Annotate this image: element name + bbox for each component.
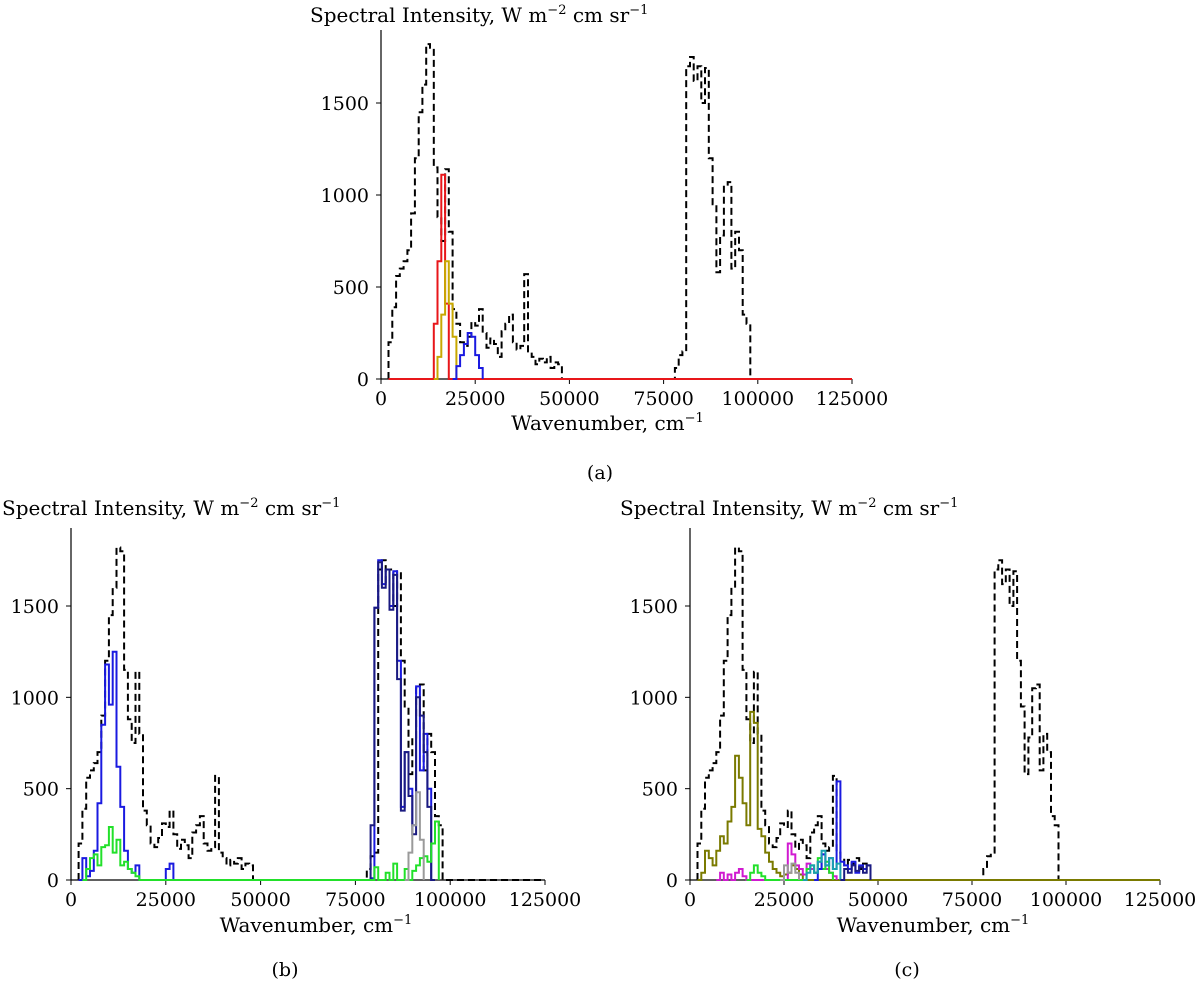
x-tick-label: 125000 <box>509 889 582 911</box>
series-olive-line <box>433 260 458 380</box>
x-tick-label: 0 <box>375 388 387 410</box>
chart-panel-a: 0 25000 50000 75000 100000 125000 0 500 1000 1500… <box>310 3 888 484</box>
x-tick-label: 50000 <box>230 889 290 911</box>
x-tick-label: 50000 <box>539 388 599 410</box>
series-green-line <box>82 820 440 881</box>
y-axis-label: Spectral Intensity, W m−2 cm sr−1 <box>310 3 648 27</box>
y-tick-label: 500 <box>642 779 678 801</box>
y-tick-label: 1500 <box>630 596 678 618</box>
x-tick-label: 100000 <box>1030 889 1103 911</box>
panel-caption: (c) <box>894 959 919 981</box>
series-gray-line <box>404 791 425 881</box>
series-total-line <box>696 546 1160 881</box>
y-tick-label: 0 <box>666 870 678 892</box>
x-tick-label: 25000 <box>136 889 196 911</box>
series-gray-line <box>780 862 800 881</box>
x-axis-label: Wavenumber, cm−1 <box>511 411 704 435</box>
y-axis-label: Spectral Intensity, W m−2 cm sr−1 <box>620 496 958 520</box>
x-axis-label: Wavenumber, cm−1 <box>837 913 1030 937</box>
y-axis-label: Spectral Intensity, W m−2 cm sr−1 <box>2 496 340 520</box>
y-tick-label: 0 <box>47 870 59 892</box>
x-tick-label: 100000 <box>722 388 795 410</box>
x-tick-label: 75000 <box>633 388 693 410</box>
y-tick-label: 500 <box>23 779 59 801</box>
series-blue-line <box>814 780 872 881</box>
x-tick-label: 50000 <box>848 889 908 911</box>
x-tick-label: 100000 <box>414 889 487 911</box>
panel-caption: (a) <box>587 462 613 484</box>
series-navy-line <box>366 561 435 881</box>
x-tick-label: 0 <box>684 889 696 911</box>
series-olive-line <box>697 710 1160 881</box>
x-tick-label: 25000 <box>445 388 505 410</box>
x-tick-label: 125000 <box>1124 889 1197 911</box>
y-tick-label: 1000 <box>630 687 678 709</box>
series-blue-line <box>78 559 435 881</box>
series-blue-line <box>452 332 484 380</box>
y-tick-label: 1500 <box>11 596 59 618</box>
series-total-line <box>77 546 545 881</box>
x-tick-label: 75000 <box>325 889 385 911</box>
x-tick-label: 125000 <box>816 388 889 410</box>
chart-panel-c: 0 25000 50000 75000 100000 125000 0 500 1000 1500… <box>620 496 1196 981</box>
y-tick-label: 1000 <box>321 185 369 207</box>
x-tick-label: 25000 <box>754 889 814 911</box>
series-teal-line <box>802 849 842 881</box>
panel-caption: (b) <box>272 959 299 981</box>
series-red-line <box>388 173 852 380</box>
chart-panel-b: 0 25000 50000 75000 100000 125000 0 500 1000 1500… <box>2 496 581 981</box>
series-total-line <box>387 43 852 380</box>
x-axis-label: Wavenumber, cm−1 <box>220 913 413 937</box>
y-tick-label: 0 <box>357 369 369 391</box>
series-navy-line <box>840 864 872 881</box>
x-tick-label: 75000 <box>942 889 1002 911</box>
x-tick-label: 0 <box>65 889 77 911</box>
y-tick-label: 1500 <box>321 93 369 115</box>
y-tick-label: 1000 <box>11 687 59 709</box>
y-tick-label: 500 <box>333 277 369 299</box>
